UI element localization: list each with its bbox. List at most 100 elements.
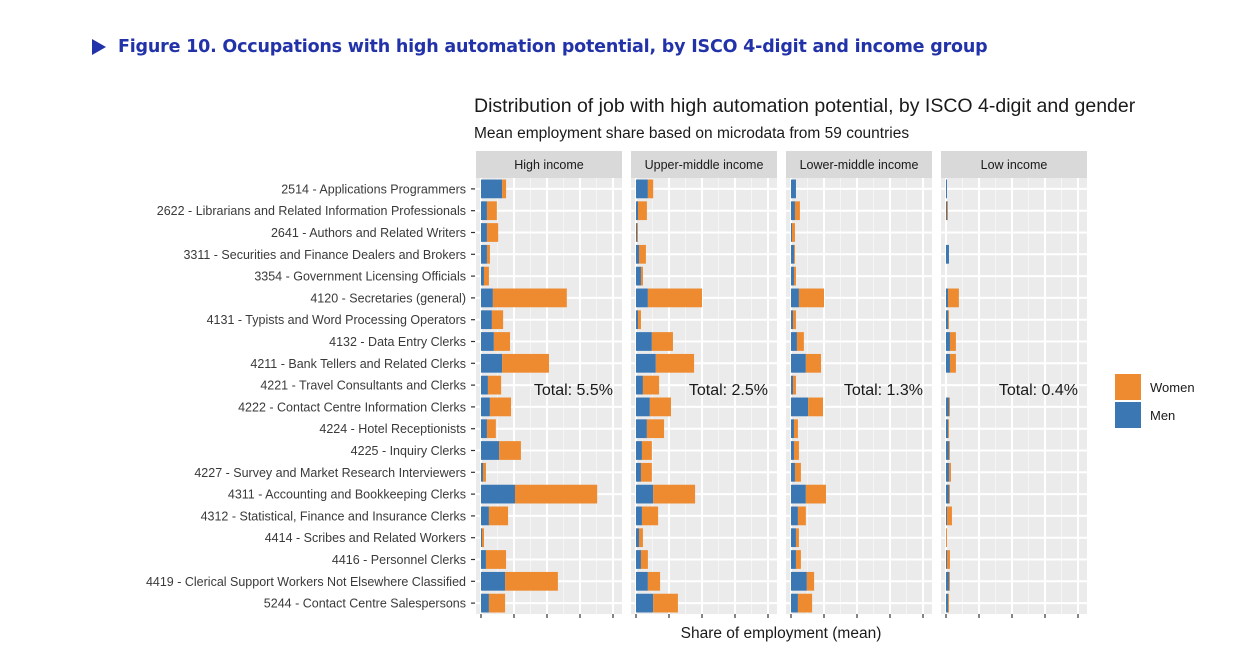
bar-men [636,244,639,264]
bar-women [514,484,598,504]
bar-women [798,288,824,308]
bar-women [647,571,661,591]
bar-men [791,593,798,613]
bar-men [791,375,793,395]
bar-men [481,506,489,526]
chart-title: Distribution of job with high automation… [474,95,1136,117]
bar-women [946,550,950,569]
bar-women [791,223,795,242]
panel-total-label: Total: 1.3% [844,382,923,399]
bar-men [946,593,948,613]
bar-women [806,571,815,591]
bar-men [481,397,490,417]
bar-women [486,223,499,242]
bar-men [946,419,948,439]
bar-men [481,201,487,221]
bar-women [482,462,486,482]
y-tick-label: 4419 - Clerical Support Workers Not Else… [146,575,466,589]
legend-swatch-men [1115,402,1141,428]
bar-men [636,506,642,526]
panel-upper-middle-income: Upper-middle income Total: 2.5% [631,151,777,618]
y-tick-label: 4311 - Accounting and Bookkeeping Clerks [228,488,466,502]
bar-men [481,332,494,351]
bar-women [947,593,949,613]
y-tick-label: 3354 - Government Licensing Officials [254,270,466,284]
bar-women [792,375,796,395]
bar-men [791,528,796,548]
bar-men [946,179,947,199]
bar-women [949,332,956,351]
y-tick-label: 4120 - Secretaries (general) [310,291,466,305]
bar-men [791,179,796,199]
bar-women [795,550,801,569]
bar-men [481,310,492,330]
bar-women [653,484,696,504]
legend-label-women: Women [1150,380,1195,395]
bar-women [488,506,509,526]
bar-women [483,266,489,286]
panel-background [941,178,1087,614]
bar-men [481,375,488,395]
bar-women [653,593,678,613]
bar-women [491,310,504,330]
bar-men [946,310,948,330]
bar-men [636,528,639,548]
bar-women [948,462,951,482]
bar-men [636,223,637,242]
bar-men [791,484,806,504]
bar-men [791,310,793,330]
bar-men [481,266,484,286]
bar-women [793,419,798,439]
y-tick-label: 4211 - Bank Tellers and Related Clerks [250,357,466,371]
bar-women [637,201,647,221]
y-tick-label: 3311 - Securities and Finance Dealers an… [183,248,466,262]
bar-men [481,179,503,199]
bar-women [647,179,654,199]
bar-men [946,201,947,221]
bar-women [499,441,521,460]
bar-women [640,266,643,286]
triangle-right-icon [92,39,106,55]
legend: Women Men [1115,374,1195,428]
y-tick-label: 5244 - Contact Centre Salespersons [264,597,466,611]
bar-women [793,244,795,264]
bar-men [791,266,794,286]
legend-swatch-women [1115,374,1141,400]
bar-women [946,528,947,548]
bar-men [636,288,648,308]
x-axis-title: Share of employment (mean) [681,625,882,642]
y-axis-labels: 2514 - Applications Programmers 2622 - Li… [146,182,475,611]
bar-women [655,353,695,373]
y-tick-label: 2641 - Authors and Related Writers [271,226,466,240]
bar-men [791,244,794,264]
panels: High income Total: 5.5% Upper-middle incom… [476,151,1087,618]
bar-men [636,550,641,569]
bar-men [946,353,950,373]
bar-women [502,179,507,199]
bar-men [946,550,947,569]
bar-men [481,244,487,264]
bar-men [481,593,489,613]
panel-lower-middle-income: Lower-middle income Total: 1.3% [786,151,932,618]
figure-caption-text: Figure 10. Occupations with high automat… [118,37,988,57]
bar-women [489,397,512,417]
panel-total-label: Total: 0.4% [999,382,1078,399]
y-tick-label: 4225 - Inquiry Clerks [351,444,466,458]
bar-women [481,528,484,548]
bar-women [486,201,497,221]
bar-women [647,288,702,308]
y-tick-label: 4221 - Travel Consultants and Clerks [260,379,466,393]
bar-women [493,332,511,351]
bar-women [948,441,950,460]
bar-women [948,571,950,591]
panel-strip [786,151,932,178]
panel-low-income: Low income Total: 0.4% [941,151,1087,618]
panel-strip [476,151,622,178]
panel-background [786,178,932,614]
bar-women [948,397,950,417]
bar-men [636,593,654,613]
y-tick-label: 4132 - Data Entry Clerks [329,335,466,349]
bar-women [948,484,950,504]
bar-men [636,419,647,439]
bar-women [947,419,949,439]
